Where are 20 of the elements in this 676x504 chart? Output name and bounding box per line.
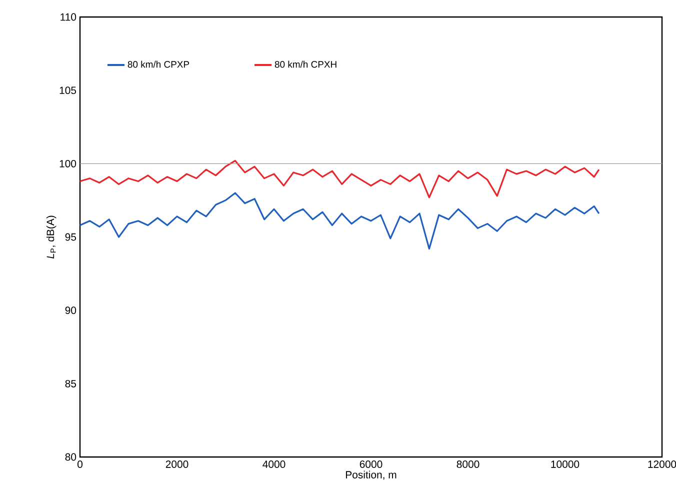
x-tick-label: 6000 bbox=[360, 460, 382, 468]
x-tick-label: 0 bbox=[78, 460, 82, 468]
y-tick-label: 90 bbox=[65, 306, 76, 314]
line-series bbox=[79, 160, 600, 198]
y-axis-title: L$_{P}$, dB(A) bbox=[46, 216, 56, 259]
y-tick-label: 105 bbox=[60, 86, 76, 94]
x-tick-label: 4000 bbox=[262, 460, 286, 468]
x-axis-title: Position, m bbox=[346, 470, 396, 480]
legend-label: 80 km/h CPXP bbox=[128, 60, 190, 68]
y-tick-label: 110 bbox=[60, 13, 76, 21]
y-tick-label: 100 bbox=[60, 160, 76, 168]
x-tick-label: 2000 bbox=[166, 460, 188, 468]
x-tick-label: 10000 bbox=[551, 460, 580, 468]
y-tick-label: 85 bbox=[65, 380, 76, 388]
y-tick-label: 80 bbox=[65, 453, 76, 461]
legend-label: 80 km/h CPXH bbox=[274, 60, 336, 68]
line-series bbox=[79, 192, 600, 250]
y-tick-label: 95 bbox=[65, 233, 76, 241]
x-tick-label: 12000 bbox=[648, 460, 676, 468]
x-tick-label: 8000 bbox=[456, 460, 480, 468]
